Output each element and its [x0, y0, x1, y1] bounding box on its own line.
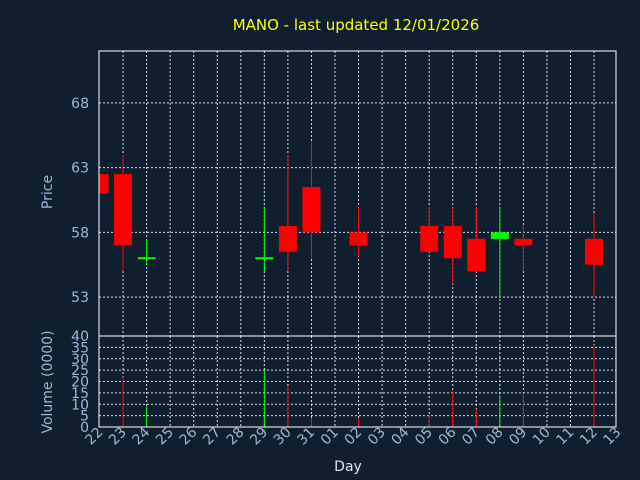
day-tick-label: 26 — [177, 424, 201, 448]
price-tick-label: 53 — [71, 290, 89, 306]
day-tick-label: 08 — [483, 425, 507, 449]
day-tick-label: 30 — [271, 425, 295, 449]
candle-body — [99, 174, 109, 194]
candle-body — [443, 225, 462, 259]
price-axis-label: Price — [40, 175, 56, 209]
volume-bars — [122, 345, 595, 427]
day-tick-label: 28 — [224, 425, 248, 449]
candle-body — [467, 238, 486, 272]
day-tick-label: 31 — [294, 425, 318, 449]
candle-body — [585, 238, 604, 265]
day-tick-label: 06 — [436, 424, 460, 448]
price-grid — [99, 51, 616, 336]
candle — [99, 174, 109, 194]
candle-body — [514, 238, 533, 246]
day-tick-label: 13 — [601, 425, 625, 449]
day-tick-label: 04 — [389, 424, 413, 448]
price-tick-label: 68 — [71, 96, 89, 112]
candle — [514, 225, 533, 272]
volume-tick-label: 35 — [71, 340, 89, 356]
candle — [278, 154, 297, 272]
price-axis-ticks: 53 58 63 68 — [71, 96, 89, 306]
day-axis-ticks: 22 23 24 25 26 27 28 29 30 31 01 02 03 04 05 06 07 08 09 10… — [82, 424, 624, 448]
price-tick-label: 58 — [71, 225, 89, 241]
candle — [420, 206, 439, 252]
day-tick-label: 11 — [553, 425, 577, 449]
candle-body — [349, 232, 368, 246]
volume-tick-label: 20 — [71, 375, 89, 391]
day-tick-label: 03 — [365, 425, 389, 449]
candle — [255, 206, 274, 272]
volume-top-tick-label: 40 — [71, 329, 89, 345]
candle-body — [420, 225, 439, 252]
day-tick-label: 10 — [530, 425, 554, 449]
candle-body — [302, 187, 321, 233]
candle-body — [490, 232, 509, 239]
candle — [302, 141, 321, 259]
day-tick-label: 27 — [200, 425, 224, 449]
day-tick-label: 09 — [506, 425, 530, 449]
candle — [443, 206, 462, 285]
day-tick-label: 25 — [153, 425, 177, 449]
day-axis-label: Day — [334, 459, 362, 475]
day-tick-label: 24 — [130, 424, 154, 448]
candle — [137, 238, 156, 265]
candle — [467, 206, 486, 272]
day-tick-label: 29 — [247, 425, 271, 449]
candle — [585, 212, 604, 298]
chart-title: MANO - last updated 12/01/2026 — [233, 16, 480, 34]
volume-tick-label: 15 — [71, 386, 89, 402]
day-tick-label: 02 — [341, 425, 365, 449]
price-plot-frame — [98, 50, 617, 337]
candle — [490, 206, 509, 298]
day-tick-label: 23 — [106, 425, 130, 449]
volume-tick-label: 10 — [71, 397, 89, 413]
volume-plot-frame — [98, 335, 617, 428]
volume-grid — [99, 336, 616, 427]
candle-body — [278, 225, 297, 252]
price-candles — [99, 141, 604, 298]
price-tick-label: 63 — [71, 161, 89, 177]
candle-body — [114, 174, 133, 246]
day-tick-label: 01 — [318, 425, 342, 449]
candle — [349, 206, 368, 259]
volume-tick-label: 5 — [80, 409, 89, 425]
day-tick-label: 05 — [412, 425, 436, 449]
volume-tick-label: 30 — [71, 352, 89, 368]
day-tick-label: 07 — [459, 425, 483, 449]
day-tick-label: 12 — [577, 425, 601, 449]
candle — [114, 154, 133, 272]
volume-tick-label: 0 — [80, 420, 89, 436]
volume-axis-label: Volume (0000) — [40, 330, 56, 433]
volume-tick-label: 25 — [71, 363, 89, 379]
